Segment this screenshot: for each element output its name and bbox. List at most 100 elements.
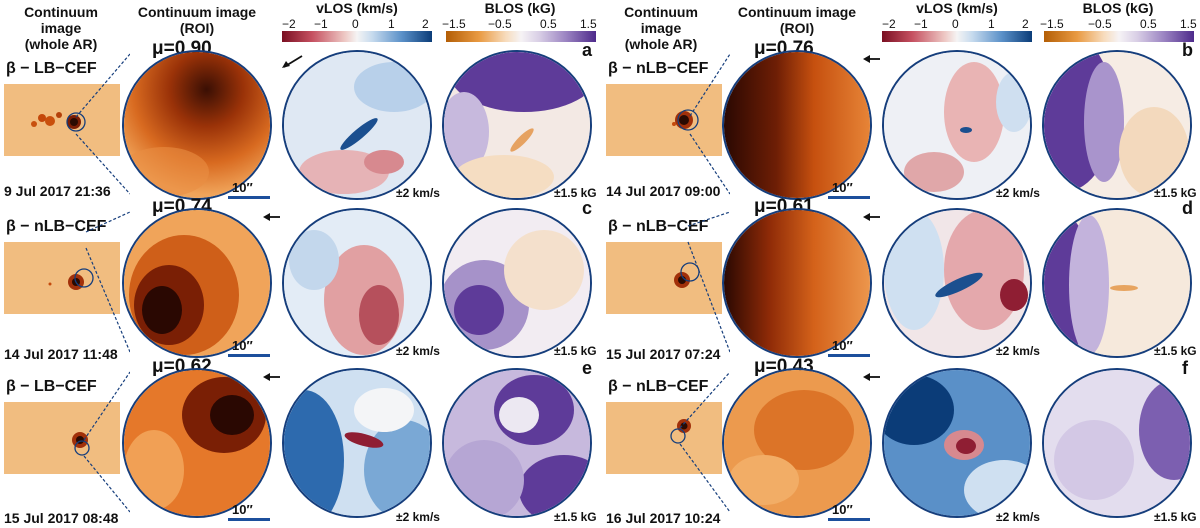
blos-map [1042, 50, 1192, 200]
header-whole-ar-left-text: Continuum image (whole AR) [24, 4, 98, 52]
scale-bar [228, 196, 270, 199]
whole-ar-thumbnail [606, 242, 722, 314]
vlos-tick: 1 [388, 17, 395, 31]
blos-map [1042, 208, 1192, 358]
vlos-map [282, 50, 432, 200]
whole-ar-thumbnail [606, 84, 722, 156]
scale-bar [228, 518, 270, 521]
direction-arrow-icon [863, 213, 880, 221]
header-roi-right-text: Continuum image (ROI) [737, 4, 857, 36]
beta-class-label: β − LB−CEF [6, 60, 97, 77]
header-whole-ar-right-text: Continuum image (whole AR) [624, 4, 698, 52]
vlos-map [882, 50, 1032, 200]
vlos-colorbar-label-right: vLOS (km/s) [916, 0, 998, 16]
scale-bar [828, 196, 870, 199]
whole-ar-thumbnail [4, 242, 120, 314]
blos-map [442, 50, 592, 200]
blos-map-texture [444, 210, 590, 356]
panel-label: a [582, 40, 593, 60]
zoom-lines [83, 371, 130, 513]
continuum-roi-image [122, 368, 272, 518]
continuum-roi-texture [724, 210, 870, 356]
header-whole-ar-right: Continuum image (whole AR) [602, 4, 720, 52]
whole-ar-thumbnail [4, 84, 120, 156]
vlos-tick: −1 [914, 17, 928, 31]
scale-label: 10′′ [832, 180, 853, 195]
blos-tick: −0.5 [488, 17, 512, 31]
continuum-roi-texture [124, 52, 270, 198]
blos-map [442, 368, 592, 518]
scale-label: 10′′ [232, 180, 253, 195]
beta-class-label: β − LB−CEF [6, 378, 97, 395]
panel-label: f [1182, 358, 1188, 378]
vlos-map-texture [284, 52, 430, 198]
direction-arrow-icon [863, 373, 880, 381]
vlos-map [282, 368, 432, 518]
vlos-range: ±2 km/s [396, 510, 440, 524]
zoom-lines [679, 371, 730, 513]
panel-label: c [582, 198, 593, 218]
blos-map-texture [1044, 52, 1190, 198]
vlos-map-texture [884, 210, 1030, 356]
panel-f: β − nLB−CEF μ=0.43 [600, 356, 1200, 528]
scale-label: 10′′ [832, 338, 853, 353]
scale-bar [228, 354, 270, 357]
blos-tick: 0.5 [540, 17, 557, 31]
blos-tick: −1.5 [442, 17, 466, 31]
direction-arrow-icon [282, 55, 303, 68]
header-roi-right: Continuum image (ROI) [722, 4, 872, 36]
vlos-map [282, 208, 432, 358]
whole-ar-sunspot-image [4, 84, 120, 156]
blos-map [442, 208, 592, 358]
blos-colorbar-right [1044, 31, 1194, 42]
blos-range: ±1.5 kG [1154, 186, 1197, 200]
observation-date: 15 Jul 2017 08:48 [4, 510, 119, 526]
vlos-range: ±2 km/s [996, 186, 1040, 200]
beta-class-label: β − nLB−CEF [608, 60, 709, 77]
whole-ar-sunspot-image [606, 402, 722, 474]
vlos-map-texture [284, 210, 430, 356]
observation-date: 14 Jul 2017 09:00 [606, 183, 721, 199]
observation-date: 14 Jul 2017 11:48 [4, 346, 118, 362]
continuum-roi-texture [724, 52, 870, 198]
blos-tick: 0.5 [1140, 17, 1157, 31]
vlos-tick: −2 [282, 17, 296, 31]
whole-ar-thumbnail [606, 402, 722, 474]
blos-map-texture [1044, 210, 1190, 356]
zoom-lines [85, 211, 130, 353]
whole-ar-sunspot-image [4, 402, 120, 474]
vlos-range: ±2 km/s [996, 510, 1040, 524]
scale-label: 10′′ [232, 502, 253, 517]
vlos-colorbar-label-left: vLOS (km/s) [316, 0, 398, 16]
header-roi-left: Continuum image (ROI) [122, 4, 272, 36]
blos-range: ±1.5 kG [1154, 510, 1197, 524]
vlos-tick: −1 [314, 17, 328, 31]
blos-map [1042, 368, 1192, 518]
vlos-colorbar-left [282, 31, 432, 42]
vlos-tick: 2 [1022, 17, 1029, 31]
panel-label: e [582, 358, 593, 378]
vlos-tick: 0 [352, 17, 359, 31]
blos-tick: 1.5 [580, 17, 597, 31]
beta-class-label: β − nLB−CEF [6, 218, 107, 235]
blos-map-texture [1044, 370, 1190, 516]
zoom-lines [687, 211, 730, 353]
header-whole-ar-left: Continuum image (whole AR) [2, 4, 120, 52]
vlos-map-texture [284, 370, 430, 516]
blos-tick: −1.5 [1040, 17, 1064, 31]
observation-date: 16 Jul 2017 10:24 [606, 510, 721, 526]
blos-range: ±1.5 kG [554, 510, 597, 524]
panel-label: b [1182, 40, 1193, 60]
scale-bar [828, 518, 870, 521]
header-roi-left-text: Continuum image (ROI) [137, 4, 257, 36]
continuum-roi-image [122, 208, 272, 358]
continuum-roi-image [122, 50, 272, 200]
direction-arrow-icon [863, 55, 880, 63]
zoom-lines [75, 53, 130, 195]
panel-d: β − nLB−CEF μ=0.61 [600, 196, 1200, 362]
blos-colorbar-label-left: BLOS (kG) [484, 0, 556, 16]
direction-arrow-icon [263, 213, 280, 221]
vlos-colorbar-right [882, 31, 1032, 42]
blos-colorbar-left [446, 31, 596, 42]
vlos-map [882, 368, 1032, 518]
